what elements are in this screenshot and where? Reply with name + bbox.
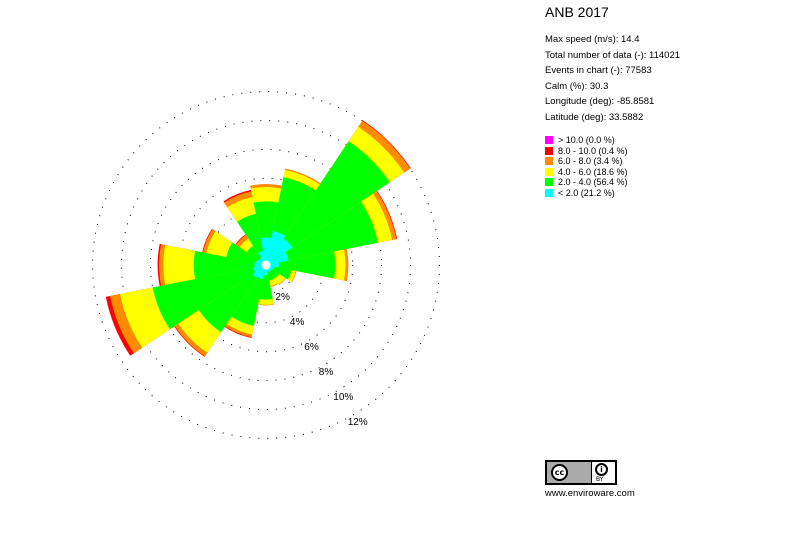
- grid-circle: [178, 177, 354, 353]
- sector-bar: [266, 262, 280, 268]
- legend-item: > 10.0 (0.0 %): [545, 135, 795, 146]
- stat-total-data: Total number of data (-): 114021: [545, 49, 681, 61]
- grid-circle: [92, 91, 440, 439]
- legend-label: 8.0 - 10.0 (0.4 %): [558, 145, 628, 156]
- sector-bar: [259, 265, 273, 300]
- license-block: cc i BY www.enviroware.com: [545, 460, 635, 499]
- sector-bar: [198, 265, 266, 333]
- calm-center-dot: [261, 260, 271, 270]
- sector-bar: [266, 141, 390, 265]
- stat-longitude: Longitude (deg): -85.8581: [545, 96, 655, 107]
- grid-circle: [121, 120, 411, 410]
- sector-bar: [260, 237, 272, 265]
- sector-bar: [226, 242, 266, 265]
- sector-bar: [254, 262, 266, 268]
- radial-tick-label: 4%: [290, 317, 305, 328]
- legend-label: 4.0 - 6.0 (18.6 %): [558, 166, 628, 177]
- legend-item: 4.0 - 6.0 (18.6 %): [545, 167, 795, 178]
- grid-circle: [149, 148, 383, 382]
- radial-tick-labels: 2% 4% 6% 8% 10% 12%: [275, 292, 367, 428]
- legend-label: 2.0 - 4.0 (56.4 %): [558, 177, 628, 187]
- stat-events: Events in chart (-): 77583: [545, 65, 652, 76]
- sector-bar: [152, 265, 266, 330]
- sector-bar: [266, 201, 378, 265]
- legend-swatch: [545, 188, 553, 197]
- sector-bar: [266, 251, 336, 279]
- legend-swatch: [545, 136, 553, 145]
- radial-tick-label: 6%: [304, 342, 319, 353]
- cc-badge-right: i BY: [592, 462, 615, 483]
- radial-tick-label: 2%: [275, 292, 290, 303]
- legend-label: 6.0 - 8.0 (3.4 %): [558, 156, 623, 166]
- legend-swatch: [545, 178, 553, 187]
- cc-badge-left: cc: [547, 462, 591, 483]
- wind-rose-sectors: [105, 120, 411, 357]
- radial-tick-label: 10%: [333, 392, 353, 403]
- stat-max-speed: Max speed (m/s): 14.4: [545, 34, 640, 45]
- sector-bar: [266, 230, 286, 265]
- sector-bar: [264, 265, 268, 276]
- sector-bar: [193, 250, 266, 280]
- legend-item: 2.0 - 4.0 (56.4 %): [545, 177, 795, 188]
- sector-bar: [253, 201, 279, 265]
- info-panel: ANB 2017 Max speed (m/s): 14.4 Total num…: [545, 4, 795, 198]
- legend-label: > 10.0 (0.0 %): [558, 135, 615, 145]
- radial-tick-label: 12%: [348, 417, 368, 428]
- by-label: BY: [596, 476, 604, 483]
- legend-item: < 2.0 (21.2 %): [545, 188, 795, 199]
- website-link[interactable]: www.enviroware.com: [545, 488, 635, 499]
- sector-bar: [266, 238, 293, 265]
- wind-rose-chart: 2% 4% 6% 8% 10% 12%: [92, 91, 440, 439]
- sector-bar: [231, 265, 266, 326]
- legend-item: 8.0 - 10.0 (0.4 %): [545, 146, 795, 157]
- attribution-icon: i: [595, 463, 608, 476]
- legend-swatch: [545, 167, 553, 176]
- legend-label: < 2.0 (21.2 %): [558, 187, 615, 198]
- sector-bar: [252, 265, 266, 279]
- cc-icon: cc: [551, 464, 568, 481]
- cc-by-badge[interactable]: cc i BY: [545, 460, 617, 485]
- legend-swatch: [545, 157, 553, 166]
- sector-bar: [237, 213, 266, 265]
- radial-tick-label: 8%: [319, 367, 334, 378]
- sector-bar: [266, 252, 289, 265]
- legend: > 10.0 (0.0 %) 8.0 - 10.0 (0.4 %) 6.0 - …: [545, 135, 795, 198]
- stat-calm: Calm (%): 30.3: [545, 80, 609, 92]
- legend-swatch: [545, 146, 553, 155]
- stat-latitude: Latitude (deg): 33.5882: [545, 111, 644, 123]
- chart-title: ANB 2017: [545, 4, 609, 20]
- legend-item: 6.0 - 8.0 (3.4 %): [545, 156, 795, 167]
